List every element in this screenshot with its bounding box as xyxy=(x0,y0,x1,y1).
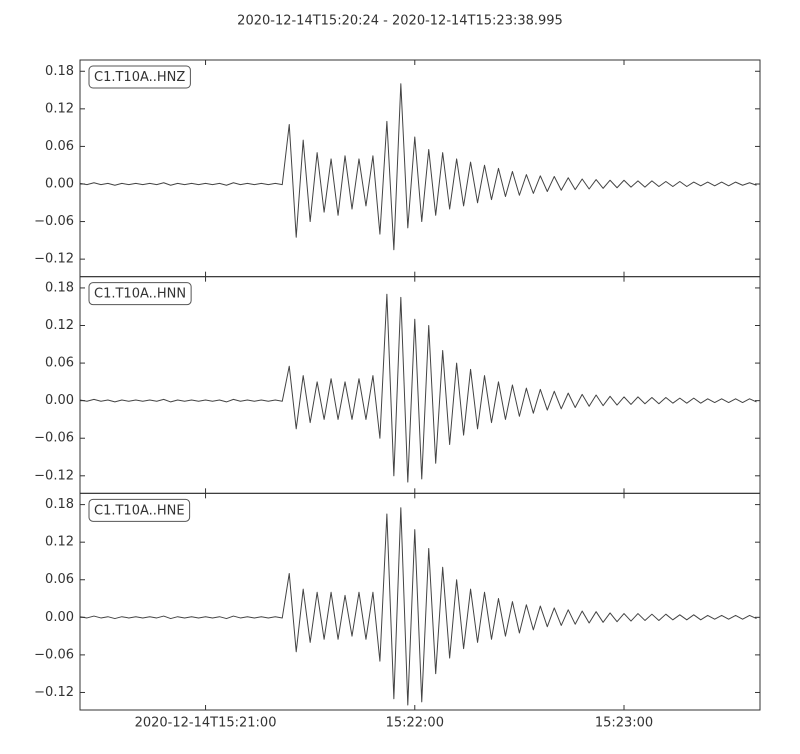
y-tick-label: 0.18 xyxy=(45,497,74,512)
y-tick-label: 0.12 xyxy=(45,535,74,550)
y-tick-label: 0.00 xyxy=(45,610,74,625)
waveform xyxy=(79,293,757,483)
x-tick-label: 15:22:00 xyxy=(386,716,444,731)
y-tick-label: −0.12 xyxy=(34,252,74,267)
panel-frame xyxy=(79,276,761,494)
y-tick-label: 0.18 xyxy=(45,280,74,295)
x-tick-label: 2020-12-14T15:21:00 xyxy=(135,716,277,731)
trace-label: C1.T10A..HNN xyxy=(94,287,186,302)
y-tick-label: 0.00 xyxy=(45,393,74,408)
y-tick-label: −0.06 xyxy=(34,647,74,662)
y-tick-label: 0.00 xyxy=(45,176,74,191)
y-tick-label: −0.12 xyxy=(34,468,74,483)
chart-title: 2020-12-14T15:20:24 - 2020-12-14T15:23:3… xyxy=(237,14,563,29)
x-tick-label: 15:23:00 xyxy=(595,716,653,731)
waveform xyxy=(79,507,757,706)
panel-frame xyxy=(79,492,761,711)
y-tick-label: 0.06 xyxy=(45,356,74,371)
trace-label: C1.T10A..HNZ xyxy=(94,70,185,85)
y-tick-label: −0.06 xyxy=(34,431,74,446)
y-tick-label: 0.12 xyxy=(45,318,74,333)
trace-label-box xyxy=(88,282,192,306)
y-tick-label: 0.18 xyxy=(45,64,74,79)
y-tick-label: 0.12 xyxy=(45,101,74,116)
panel-frame xyxy=(79,59,761,278)
y-tick-label: −0.12 xyxy=(34,685,74,700)
trace-label: C1.T10A..HNE xyxy=(94,503,185,518)
y-tick-label: 0.06 xyxy=(45,572,74,587)
trace-label-box xyxy=(88,498,191,522)
y-tick-label: −0.06 xyxy=(34,214,74,229)
trace-label-box xyxy=(88,65,191,89)
y-tick-label: 0.06 xyxy=(45,139,74,154)
waveform xyxy=(79,83,757,251)
